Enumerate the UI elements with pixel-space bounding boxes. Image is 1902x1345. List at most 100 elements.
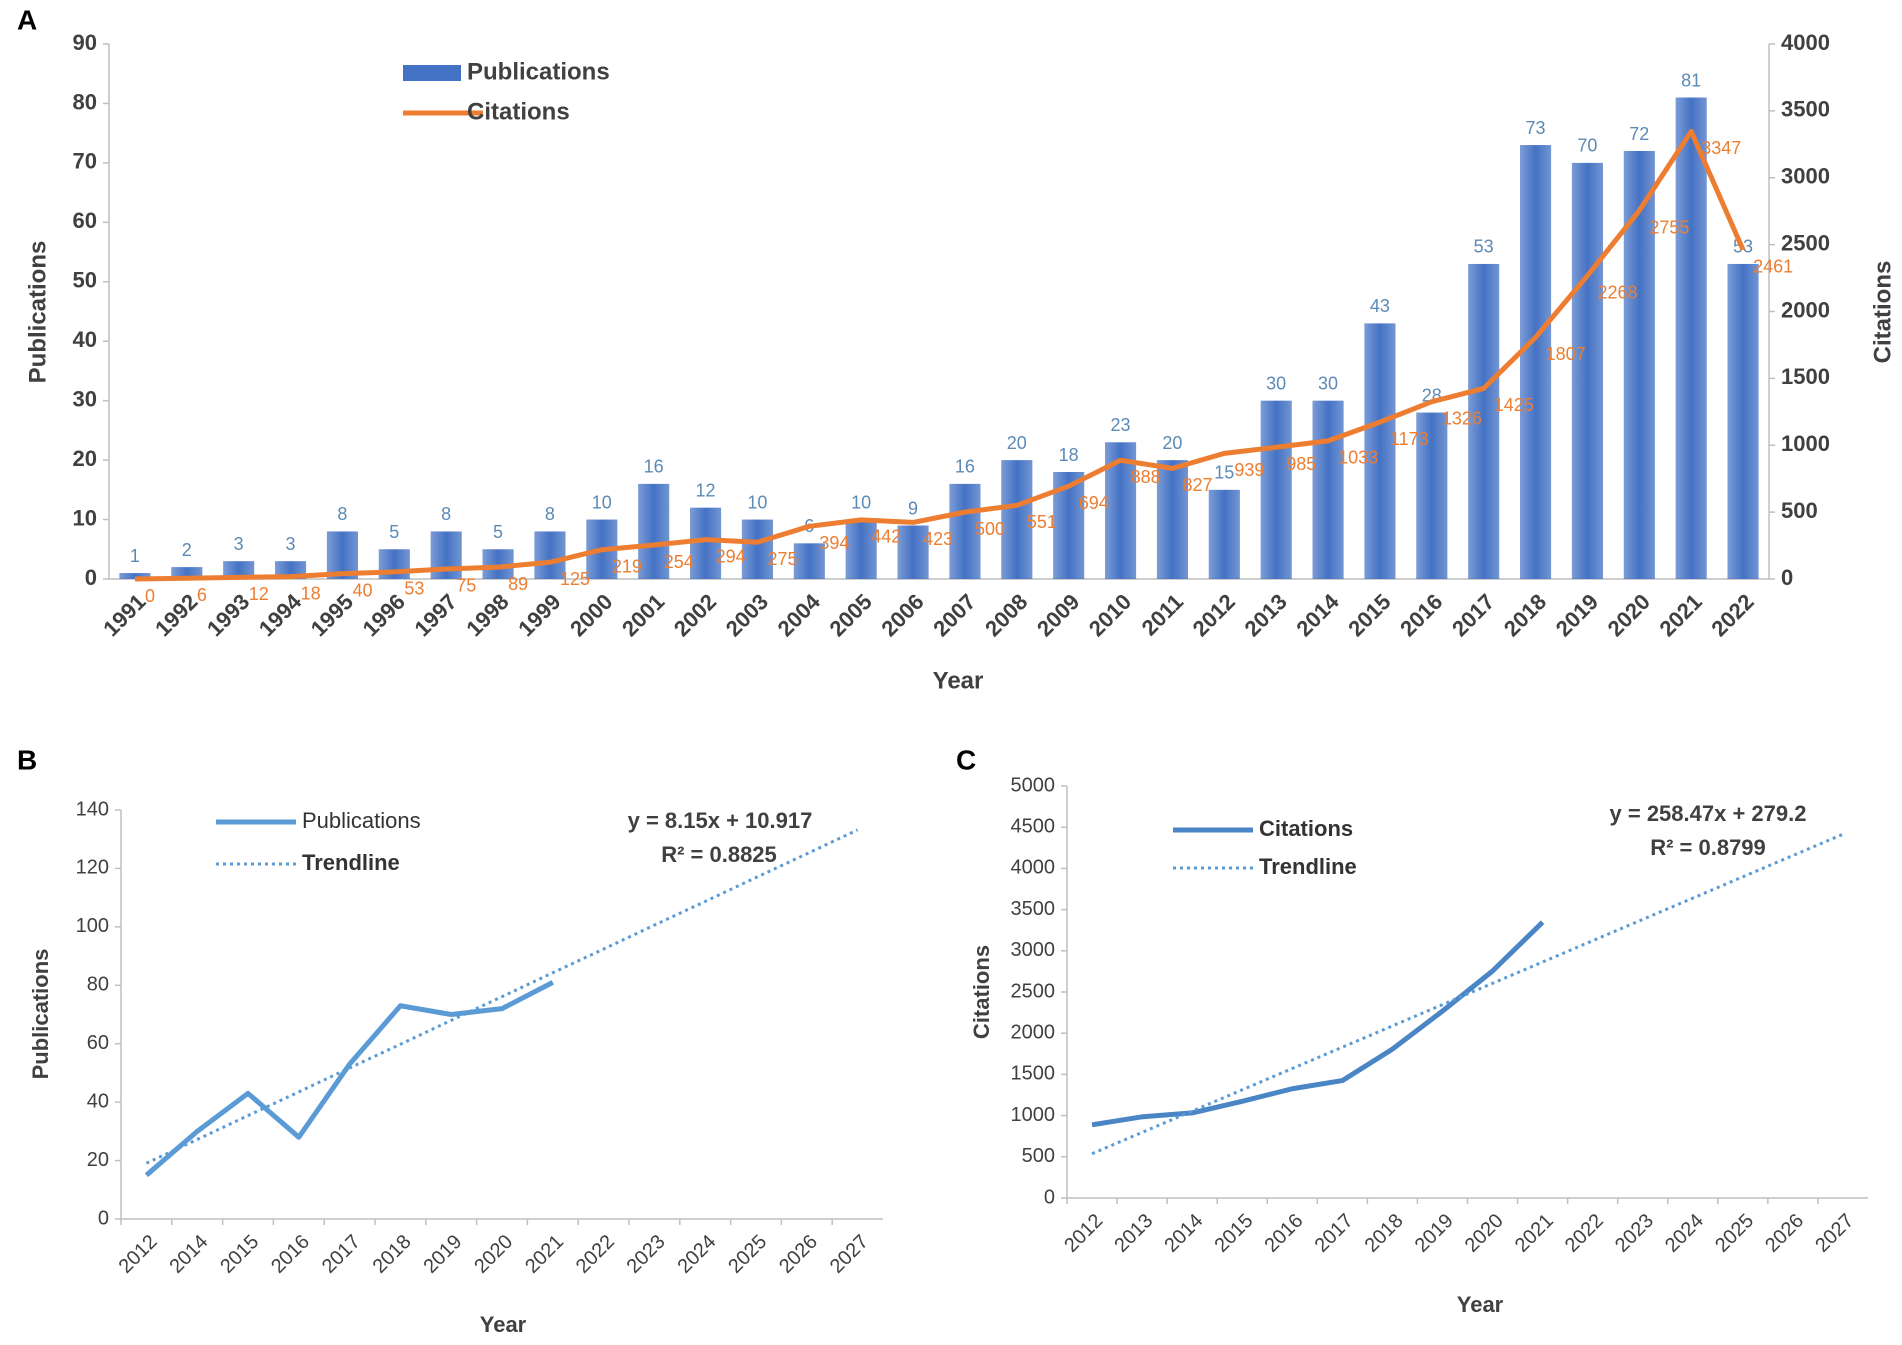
value-label: 442 — [871, 527, 901, 547]
legend-label: Citations — [467, 98, 570, 125]
value-label: 23 — [1111, 415, 1131, 435]
value-label: 2 — [182, 540, 192, 560]
line — [134, 128, 1746, 582]
value-label: 6 — [197, 585, 207, 605]
x-tick-label: 2016 — [1395, 589, 1447, 641]
value-label: 3347 — [1701, 138, 1741, 158]
x-tick-label: 2015 — [216, 1231, 263, 1278]
bar — [534, 531, 566, 579]
x-tick-label: 2026 — [775, 1231, 822, 1278]
bar — [638, 483, 670, 579]
value-label: 125 — [560, 569, 590, 589]
x-tick-label: 1999 — [513, 589, 565, 641]
value-label: 18 — [1059, 445, 1079, 465]
x-tick-label: 2016 — [267, 1231, 314, 1278]
y-tick-label: 4500 — [1011, 815, 1056, 837]
value-label: 8 — [337, 504, 347, 524]
x-tick-label: 2020 — [470, 1231, 517, 1278]
x-tick-label: 2013 — [1110, 1210, 1157, 1257]
value-label: 30 — [1318, 373, 1338, 393]
x-tick-label: 2022 — [572, 1231, 619, 1278]
value-label: 70 — [1577, 136, 1597, 156]
y-tick-label: 10 — [73, 505, 97, 530]
value-label: 551 — [1027, 512, 1057, 532]
y2-tick-label: 3000 — [1781, 164, 1830, 189]
line — [144, 980, 554, 1178]
value-label: 81 — [1681, 70, 1701, 90]
legend-label: Publications — [302, 808, 421, 833]
bar — [1001, 460, 1033, 579]
x-tick-label: 2019 — [1551, 589, 1603, 641]
bar — [897, 525, 929, 579]
bar — [949, 483, 981, 579]
y-tick-label: 2000 — [1011, 1021, 1056, 1043]
value-label: 0 — [145, 586, 155, 606]
x-axis-title: Year — [480, 1312, 527, 1337]
x-tick-label: 2021 — [1655, 589, 1707, 641]
value-label: 5 — [389, 522, 399, 542]
bar — [119, 573, 151, 579]
y-tick-label: 60 — [87, 1032, 109, 1054]
bar — [741, 519, 773, 579]
value-label: 72 — [1629, 124, 1649, 144]
bar — [1571, 162, 1603, 579]
bar — [1260, 400, 1292, 579]
y2-tick-label: 1500 — [1781, 364, 1830, 389]
x-tick-label: 2014 — [165, 1231, 212, 1278]
value-label: 294 — [716, 546, 746, 566]
x-tick-label: 2024 — [1661, 1210, 1708, 1257]
value-label: 219 — [612, 556, 642, 576]
x-tick-label: 2007 — [928, 589, 980, 641]
value-label: 10 — [592, 492, 612, 512]
y2-tick-label: 2000 — [1781, 297, 1830, 322]
x-tick-label: 2011 — [1137, 589, 1188, 640]
value-label: 1033 — [1338, 448, 1378, 468]
x-tick-label: 2003 — [721, 589, 773, 641]
x-tick-label: 2024 — [673, 1231, 720, 1278]
bar — [690, 507, 722, 579]
y2-tick-label: 4000 — [1781, 30, 1830, 55]
value-label: 275 — [767, 549, 797, 569]
bar — [171, 567, 203, 579]
y-tick-label: 20 — [87, 1149, 109, 1171]
x-tick-label: 2015 — [1210, 1210, 1257, 1257]
annotation: R² = 0.8825 — [661, 842, 777, 867]
x-tick-label: 2019 — [419, 1231, 466, 1278]
value-label: 985 — [1286, 454, 1316, 474]
value-label: 2461 — [1753, 257, 1793, 277]
x-tick-label: 2012 — [1060, 1210, 1107, 1257]
line — [1091, 832, 1844, 1156]
x-tick-label: 2020 — [1603, 589, 1655, 641]
value-label: 2755 — [1649, 217, 1689, 237]
value-label: 16 — [955, 457, 975, 477]
value-label: 423 — [923, 529, 953, 549]
legend-label: Trendline — [302, 850, 400, 875]
x-tick-label: 1992 — [150, 589, 202, 641]
y2-tick-label: 2500 — [1781, 230, 1830, 255]
x-axis-title: Year — [933, 667, 984, 694]
y-axis-title: Publications — [24, 241, 51, 384]
y-tick-label: 4000 — [1011, 857, 1056, 879]
y2-axis-title: Citations — [1869, 261, 1896, 364]
x-tick-label: 2025 — [1711, 1210, 1758, 1257]
legend-label: Citations — [1259, 816, 1353, 841]
x-tick-label: 2017 — [1311, 1210, 1358, 1257]
x-tick-label: 2018 — [1499, 589, 1551, 641]
x-tick-label: 2018 — [1361, 1210, 1408, 1257]
y-tick-label: 120 — [76, 857, 109, 879]
annotation: R² = 0.8799 — [1650, 835, 1766, 860]
value-label: 1807 — [1546, 344, 1586, 364]
y-axis-title: Publications — [28, 949, 53, 1080]
y-tick-label: 0 — [98, 1207, 109, 1229]
bar — [1156, 460, 1188, 579]
value-label: 888 — [1131, 467, 1161, 487]
y2-tick-label: 3500 — [1781, 97, 1830, 122]
y-tick-label: 40 — [87, 1090, 109, 1112]
value-label: 12 — [696, 480, 716, 500]
x-tick-label: 2001 — [617, 589, 669, 641]
panel-label: C — [956, 744, 976, 775]
x-tick-label: 2006 — [876, 589, 928, 641]
x-tick-label: 2004 — [773, 588, 826, 641]
value-label: 827 — [1182, 475, 1212, 495]
y2-tick-label: 1000 — [1781, 431, 1830, 456]
